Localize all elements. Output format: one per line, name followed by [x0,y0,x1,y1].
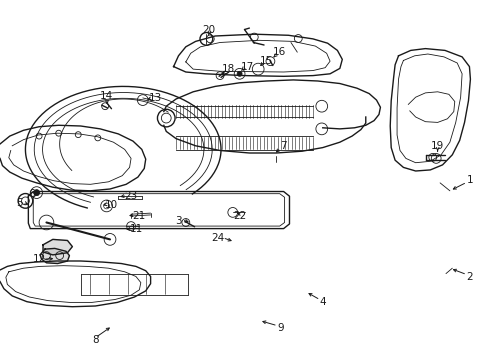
Text: 6: 6 [28,189,35,199]
Text: 14: 14 [100,91,113,102]
Circle shape [237,71,242,76]
Text: 4: 4 [319,297,325,307]
Text: 20: 20 [203,25,215,35]
Text: 5: 5 [16,198,23,208]
Text: 18: 18 [222,64,235,74]
Text: 7: 7 [280,141,286,151]
Text: 12: 12 [32,254,46,264]
Text: 16: 16 [272,47,286,57]
Text: 24: 24 [210,233,224,243]
Text: 22: 22 [232,211,246,221]
Text: 17: 17 [240,62,253,72]
Text: 19: 19 [430,141,444,151]
Text: 11: 11 [130,224,143,234]
Text: 21: 21 [132,211,146,221]
Text: 10: 10 [105,200,118,210]
Polygon shape [43,239,72,255]
Text: 13: 13 [148,93,162,103]
Text: 23: 23 [124,191,138,201]
Text: 8: 8 [92,335,99,345]
Text: 15: 15 [259,56,273,66]
Text: 2: 2 [465,272,472,282]
Text: 3: 3 [175,216,182,226]
Text: 9: 9 [277,323,284,333]
Polygon shape [40,248,69,264]
Circle shape [34,190,40,195]
Text: 1: 1 [466,175,473,185]
